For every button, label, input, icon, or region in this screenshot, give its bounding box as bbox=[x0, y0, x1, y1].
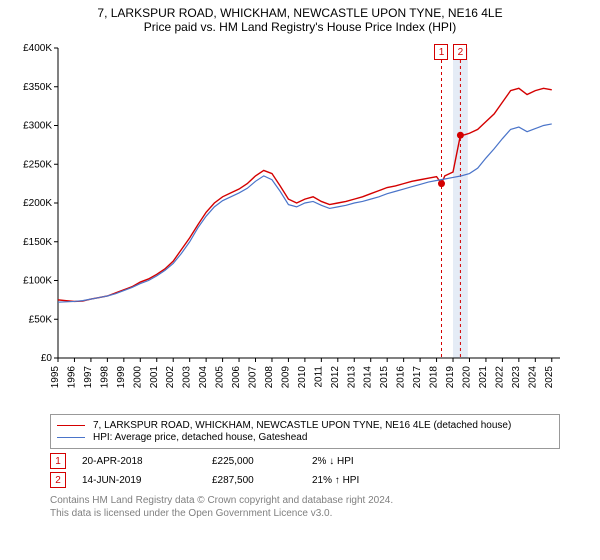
svg-text:£100K: £100K bbox=[23, 276, 52, 287]
svg-text:1997: 1997 bbox=[83, 366, 94, 389]
event-row: 2 14-JUN-2019£287,50021% ↑ HPI bbox=[50, 472, 560, 488]
legend-label: HPI: Average price, detached house, Gate… bbox=[93, 432, 307, 443]
event-date: 20-APR-2018 bbox=[82, 456, 212, 467]
chart-title: 7, LARKSPUR ROAD, WHICKHAM, NEWCASTLE UP… bbox=[0, 0, 600, 20]
svg-text:£250K: £250K bbox=[23, 159, 52, 170]
svg-text:2020: 2020 bbox=[461, 366, 472, 389]
svg-text:2018: 2018 bbox=[429, 366, 440, 389]
legend-swatch bbox=[57, 425, 85, 426]
event-badge: 2 bbox=[50, 472, 66, 488]
event-marker-label: 2 bbox=[453, 44, 467, 60]
event-badge: 1 bbox=[50, 453, 66, 469]
footer-line-1: Contains HM Land Registry data © Crown c… bbox=[50, 494, 560, 507]
events-table: 1 20-APR-2018£225,0002% ↓ HPI 2 14-JUN-2019… bbox=[50, 453, 560, 488]
svg-text:£350K: £350K bbox=[23, 82, 52, 93]
footer-attribution: Contains HM Land Registry data © Crown c… bbox=[50, 494, 560, 520]
svg-text:2001: 2001 bbox=[149, 366, 160, 389]
svg-text:£50K: £50K bbox=[29, 314, 53, 325]
event-price: £225,000 bbox=[212, 456, 312, 467]
svg-text:2005: 2005 bbox=[215, 366, 226, 389]
svg-text:2016: 2016 bbox=[396, 366, 407, 389]
svg-text:1999: 1999 bbox=[116, 366, 127, 389]
svg-text:£400K: £400K bbox=[23, 43, 52, 54]
legend-label: 7, LARKSPUR ROAD, WHICKHAM, NEWCASTLE UP… bbox=[93, 420, 511, 431]
svg-text:2019: 2019 bbox=[445, 366, 456, 389]
svg-text:2022: 2022 bbox=[494, 366, 505, 389]
svg-text:2025: 2025 bbox=[544, 366, 555, 389]
svg-text:£150K: £150K bbox=[23, 237, 52, 248]
svg-text:2009: 2009 bbox=[280, 366, 291, 389]
svg-text:2000: 2000 bbox=[132, 366, 143, 389]
legend-item: 7, LARKSPUR ROAD, WHICKHAM, NEWCASTLE UP… bbox=[57, 420, 553, 431]
svg-text:2002: 2002 bbox=[165, 366, 176, 389]
svg-text:2024: 2024 bbox=[527, 366, 538, 389]
event-price: £287,500 bbox=[212, 475, 312, 486]
svg-text:2008: 2008 bbox=[264, 366, 275, 389]
svg-text:2004: 2004 bbox=[198, 366, 209, 389]
svg-text:1998: 1998 bbox=[99, 366, 110, 389]
svg-text:2014: 2014 bbox=[363, 366, 374, 389]
svg-text:£0: £0 bbox=[41, 353, 53, 364]
svg-text:2023: 2023 bbox=[511, 366, 522, 389]
footer-line-2: This data is licensed under the Open Gov… bbox=[50, 507, 560, 520]
svg-text:1996: 1996 bbox=[66, 366, 77, 389]
svg-text:2011: 2011 bbox=[313, 366, 324, 388]
svg-text:2013: 2013 bbox=[346, 366, 357, 389]
line-chart-svg: £0 £50K £100K £150K £200K £250K £300K £350K £400… bbox=[10, 38, 570, 408]
event-row: 1 20-APR-2018£225,0002% ↓ HPI bbox=[50, 453, 560, 469]
svg-text:1995: 1995 bbox=[50, 366, 61, 389]
svg-text:2010: 2010 bbox=[297, 366, 308, 389]
svg-text:2015: 2015 bbox=[379, 366, 390, 389]
event-delta: 21% ↑ HPI bbox=[312, 475, 432, 486]
event-delta: 2% ↓ HPI bbox=[312, 456, 432, 467]
event-date: 14-JUN-2019 bbox=[82, 475, 212, 486]
svg-text:2006: 2006 bbox=[231, 366, 242, 389]
legend: 7, LARKSPUR ROAD, WHICKHAM, NEWCASTLE UP… bbox=[50, 414, 560, 449]
chart-area: £0 £50K £100K £150K £200K £250K £300K £350K £400… bbox=[10, 38, 570, 408]
legend-item: HPI: Average price, detached house, Gate… bbox=[57, 432, 553, 443]
legend-swatch bbox=[57, 437, 85, 438]
event-marker-label: 1 bbox=[434, 44, 448, 60]
svg-text:2003: 2003 bbox=[182, 366, 193, 389]
svg-text:£300K: £300K bbox=[23, 121, 52, 132]
svg-text:2012: 2012 bbox=[330, 366, 341, 389]
svg-text:2021: 2021 bbox=[478, 366, 489, 389]
svg-text:£200K: £200K bbox=[23, 198, 52, 209]
svg-text:2007: 2007 bbox=[248, 366, 259, 389]
svg-text:2017: 2017 bbox=[412, 366, 423, 389]
chart-subtitle: Price paid vs. HM Land Registry's House … bbox=[0, 20, 600, 38]
